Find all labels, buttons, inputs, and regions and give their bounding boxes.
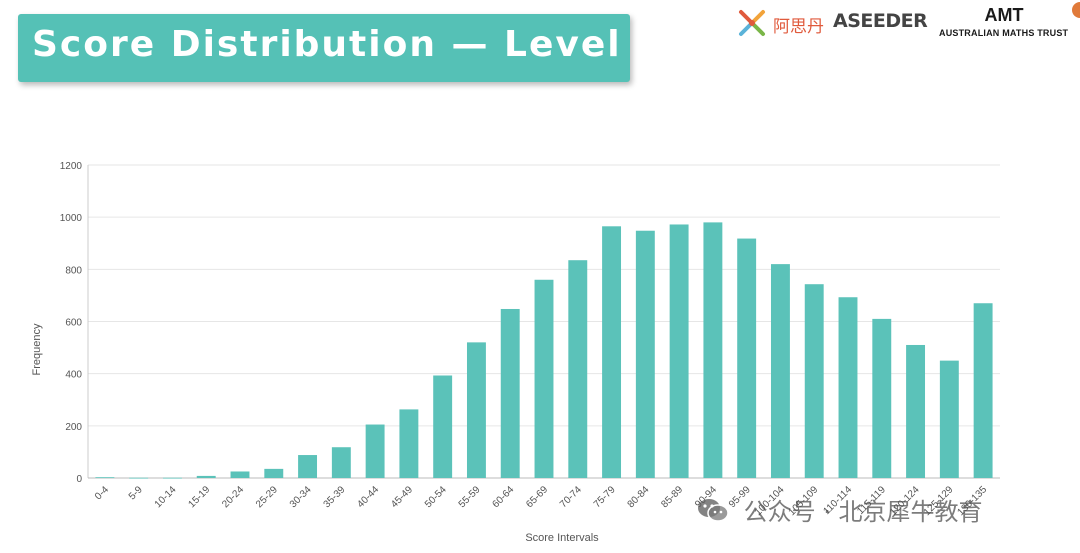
asdan-logo-text: 阿思丹 (773, 17, 824, 37)
bar (635, 230, 655, 478)
x-tick-label: 25-29 (254, 484, 280, 510)
y-tick-label: 0 (76, 474, 82, 485)
y-tick-label: 200 (65, 422, 82, 433)
x-tick-label: 65-69 (524, 484, 550, 510)
bar (264, 468, 284, 478)
x-tick-label: 60-64 (490, 484, 516, 510)
bar (129, 477, 149, 479)
bar (95, 477, 115, 479)
bar (703, 222, 723, 478)
bar (331, 447, 351, 478)
bar (534, 279, 554, 478)
x-tick-label: 75-79 (592, 484, 618, 510)
bar (162, 477, 182, 479)
bar (669, 224, 689, 478)
x-tick-label: 70-74 (558, 484, 584, 510)
bar (838, 297, 858, 478)
x-tick-label: 10-14 (153, 484, 179, 510)
bar (906, 344, 926, 478)
bar (770, 264, 790, 478)
watermark: 公众号 · 北京犀牛教育 (696, 492, 983, 528)
bar (365, 424, 385, 478)
x-tick-label: 5-9 (127, 484, 145, 502)
bar (399, 409, 419, 478)
amt-logo: AMT (984, 5, 1024, 25)
x-tick-label: 35-39 (322, 484, 348, 510)
x-tick-label: 0-4 (93, 484, 111, 502)
bar (602, 226, 622, 478)
x-tick-label: 20-24 (220, 484, 246, 510)
bar (500, 308, 520, 478)
orange-badge-icon (1072, 2, 1080, 18)
bar (230, 471, 250, 478)
bar (298, 455, 318, 478)
page-title: Score Distribution — Level B (32, 24, 666, 65)
bar (872, 318, 892, 478)
watermark-text: 公众号 · 北京犀牛教育 (743, 498, 983, 526)
logo-group: 阿思丹 ASEEDER AMT AUSTRALIAN MATHS TRUST (735, 2, 1080, 44)
y-tick-label: 1200 (60, 161, 83, 172)
bar (804, 284, 824, 478)
y-axis-title: Frequency (31, 323, 43, 375)
amt-logo-subtitle: AUSTRALIAN MATHS TRUST (939, 28, 1069, 38)
y-tick-label: 1000 (60, 213, 83, 224)
bar (568, 260, 588, 478)
x-tick-label: 55-59 (457, 484, 483, 510)
bar (973, 303, 993, 478)
bar (939, 360, 959, 478)
y-tick-label: 800 (65, 265, 82, 276)
bar (737, 238, 757, 478)
x-tick-label: 80-84 (626, 484, 652, 510)
x-tick-label: 45-49 (389, 484, 415, 510)
x-tick-label: 15-19 (186, 484, 212, 510)
y-tick-label: 400 (65, 370, 82, 381)
title-banner: Score Distribution — Level B (18, 14, 664, 82)
x-tick-label: 40-44 (355, 484, 381, 510)
aseeder-logo: ASEEDER (833, 10, 928, 32)
x-axis-title: Score Intervals (525, 532, 599, 544)
x-tick-label: 50-54 (423, 484, 449, 510)
bar (196, 475, 216, 478)
y-tick-label: 600 (65, 318, 82, 329)
x-tick-label: 30-34 (288, 484, 314, 510)
wechat-icon (698, 498, 729, 522)
asdan-logo-icon (739, 10, 765, 36)
bar (433, 375, 453, 478)
bar (466, 342, 486, 478)
x-tick-label: 85-89 (659, 484, 685, 510)
